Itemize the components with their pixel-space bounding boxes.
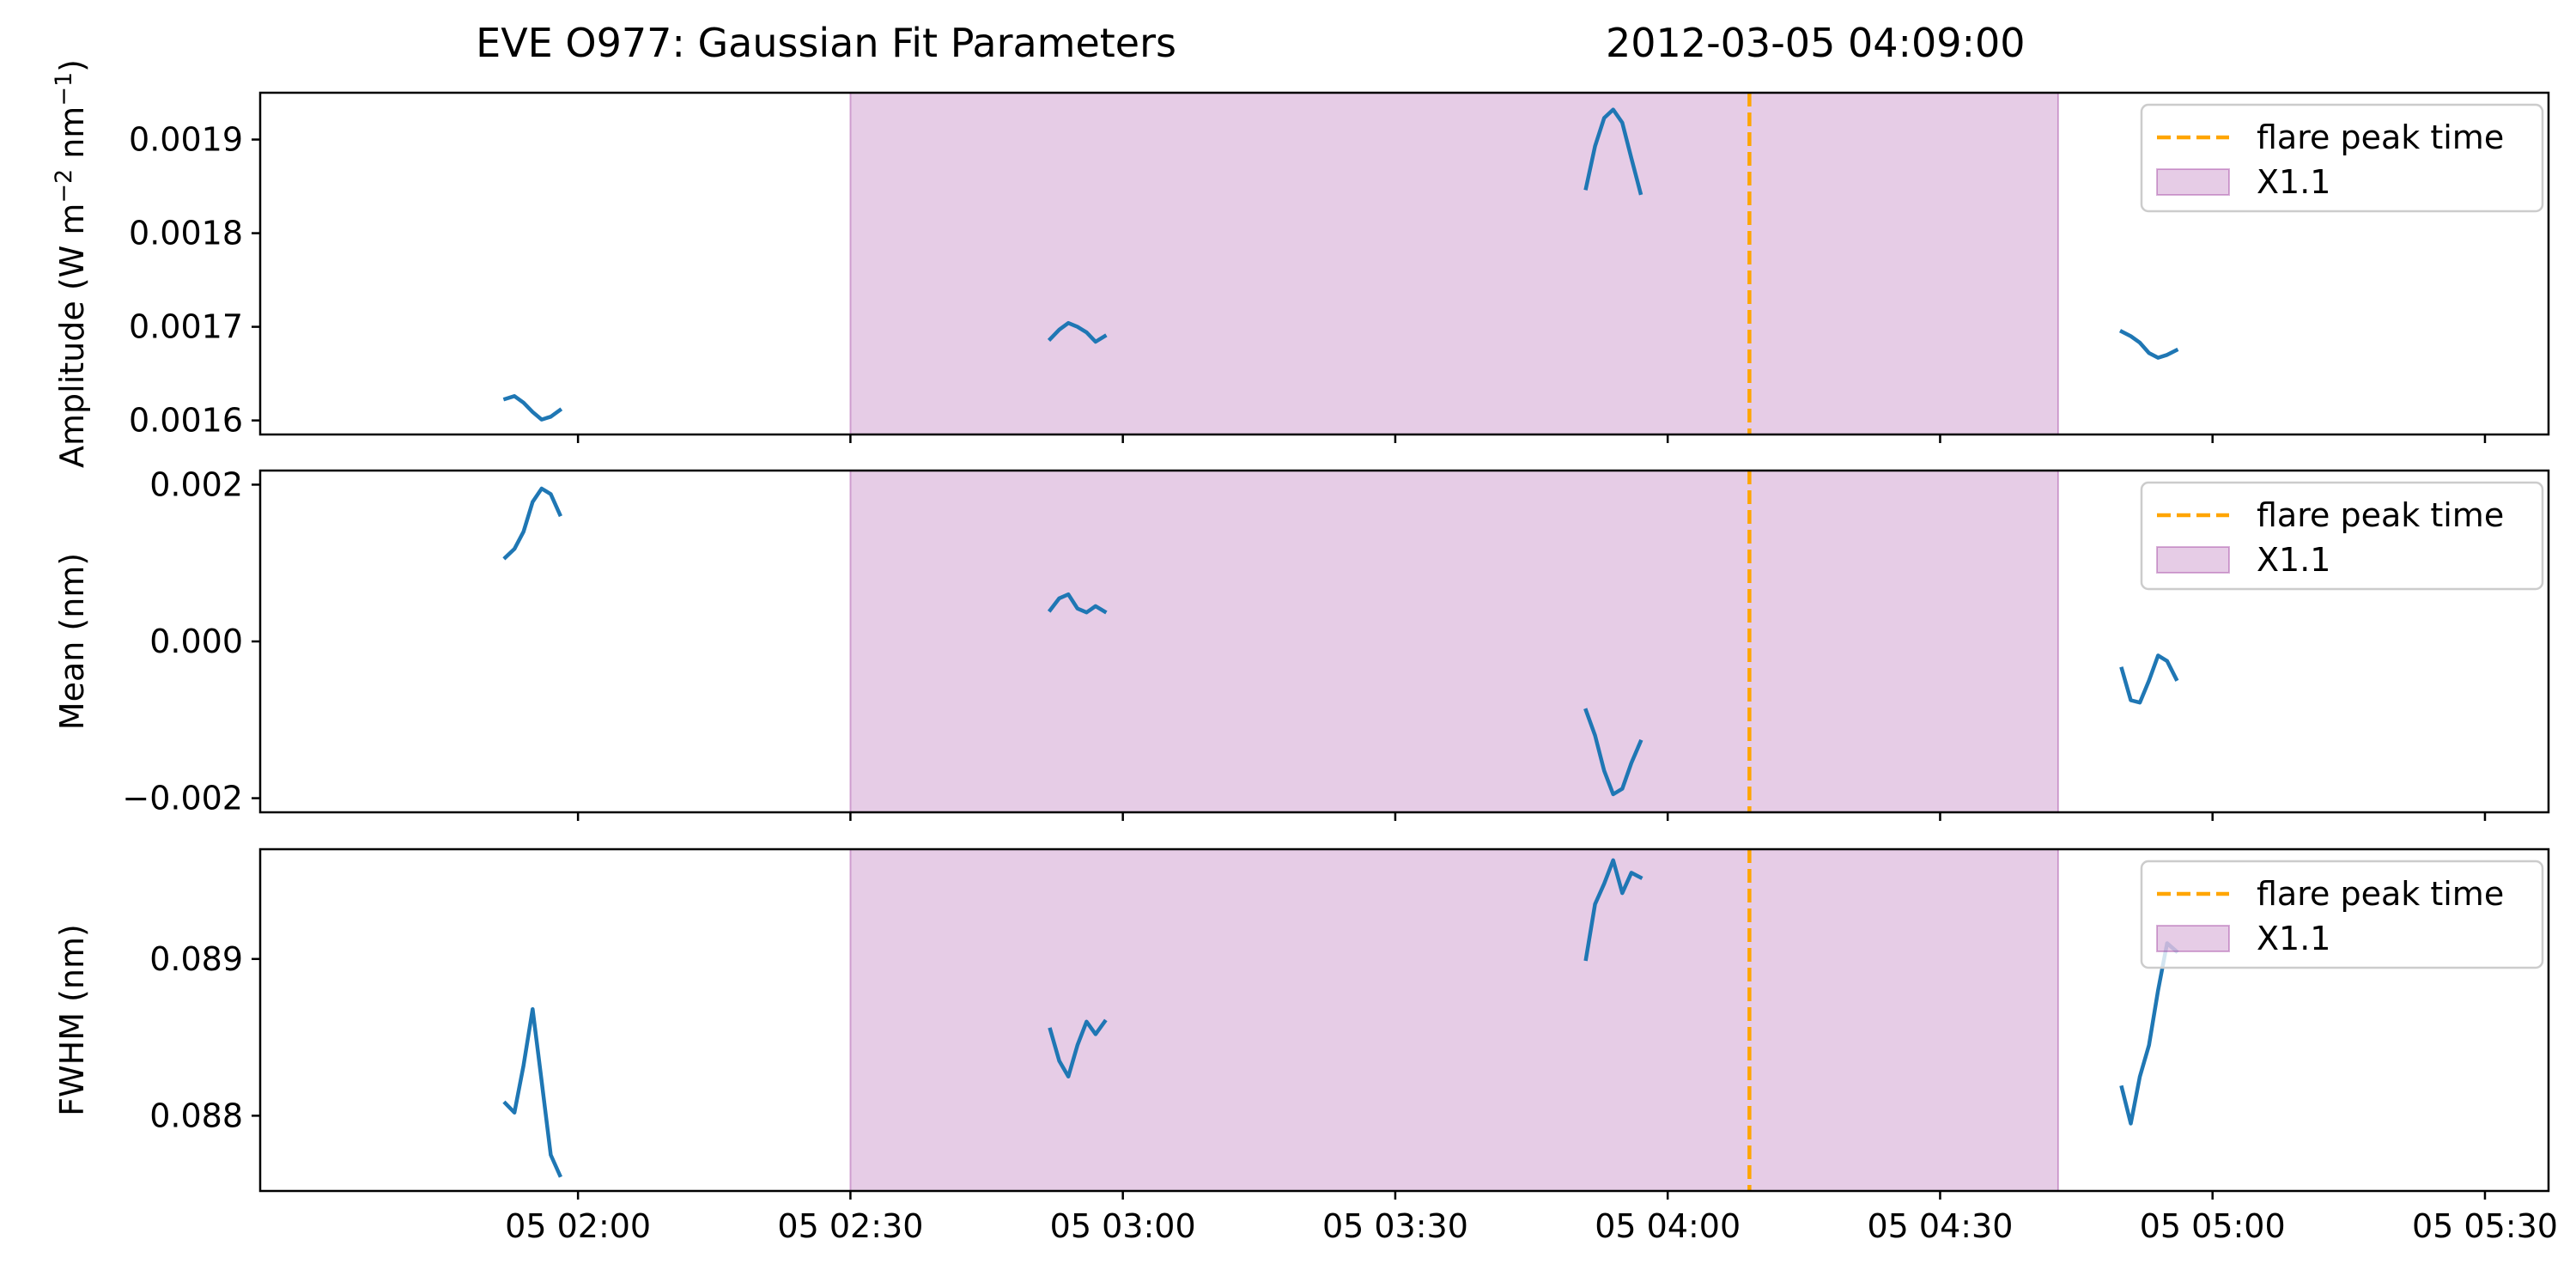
- legend: flare peak time X1.1: [2140, 103, 2544, 213]
- flare-band: [850, 471, 2058, 812]
- series-line: [1048, 1018, 1108, 1078]
- x-tick-label: 05 05:30: [2412, 1207, 2558, 1245]
- chart-timestamp: 2012-03-05 04:09:00: [1606, 20, 2026, 66]
- legend-label-x1-1: X1.1: [2257, 920, 2330, 957]
- series-line: [1047, 320, 1108, 344]
- chart-panel-1: 0.0016 0.0017 0.0018 0.0019 Amplitude (W m−2…: [51, 59, 2550, 468]
- legend-box: [2140, 860, 2544, 969]
- y-axis-label: Amplitude (W m−2 nm−1): [51, 59, 91, 468]
- x-tick-label: 05 05:00: [2140, 1207, 2286, 1245]
- chart-panel-2: −0.002 0.000 0.002 Mean (nm) flare peak time…: [53, 465, 2550, 821]
- series-line: [502, 1006, 562, 1178]
- y-axis-label-part: Amplitude (W m: [53, 204, 91, 468]
- legend-label-flare-peak-time: flare peak time: [2257, 496, 2504, 534]
- x-tick-label: 05 03:00: [1050, 1207, 1196, 1245]
- legend-flare-band-swatch: [2156, 168, 2230, 196]
- y-axis-label-part: Mean (nm): [53, 553, 91, 730]
- y-tick-label: 0.000: [149, 623, 243, 660]
- legend-flare-band-swatch: [2156, 925, 2230, 952]
- series-line: [1583, 708, 1643, 797]
- legend-flare-band-swatch: [2156, 546, 2230, 574]
- legend-box: [2140, 481, 2544, 591]
- x-tick-label: 05 02:00: [505, 1207, 651, 1245]
- legend-label-x1-1: X1.1: [2257, 541, 2330, 579]
- flare-band: [850, 93, 2058, 434]
- y-axis-label-part: −2: [51, 169, 77, 204]
- series-line: [1583, 107, 1643, 196]
- x-tick-label: 05 04:30: [1867, 1207, 2013, 1245]
- x-tick-label: 05 03:30: [1322, 1207, 1468, 1245]
- flare-band: [850, 849, 2058, 1191]
- y-axis-label: Mean (nm): [53, 553, 91, 730]
- y-axis-label-part: ): [53, 59, 91, 72]
- x-tick-label: 05 04:00: [1595, 1207, 1741, 1245]
- y-tick-label: 0.002: [149, 465, 243, 503]
- y-tick-label: 0.088: [149, 1097, 243, 1134]
- series-line: [502, 394, 563, 422]
- series-line: [502, 486, 562, 561]
- y-tick-label: −0.002: [122, 780, 243, 817]
- series-line: [2118, 329, 2179, 360]
- x-tick-label: 05 02:30: [777, 1207, 923, 1245]
- chart-title: EVE O977: Gaussian Fit Parameters: [476, 20, 1176, 66]
- legend: flare peak time X1.1: [2140, 481, 2544, 591]
- y-axis-label-part: nm: [53, 106, 91, 169]
- series-line: [2119, 653, 2179, 705]
- series-line: [2119, 941, 2179, 1126]
- y-tick-label: 0.089: [149, 940, 243, 978]
- legend-box: [2140, 103, 2544, 213]
- legend-label-flare-peak-time: flare peak time: [2257, 875, 2504, 913]
- y-axis-label-part: FWHM (nm): [53, 924, 91, 1116]
- y-tick-label: 0.0017: [129, 308, 243, 346]
- y-axis-label: FWHM (nm): [53, 924, 91, 1116]
- y-axis-label-part: −1: [51, 72, 77, 106]
- axes-frame: [258, 848, 2550, 1193]
- chart-panel-3: 0.088 0.089 05 02:00 05 02:30 05 03:00 05 03:…: [53, 848, 2558, 1245]
- legend-label-x1-1: X1.1: [2257, 163, 2330, 201]
- axes-frame: [258, 91, 2550, 436]
- y-tick-label: 0.0018: [129, 215, 243, 252]
- series-line: [1583, 858, 1643, 962]
- legend-label-flare-peak-time: flare peak time: [2257, 118, 2504, 156]
- legend: flare peak time X1.1: [2140, 860, 2544, 969]
- y-tick-label: 0.0016: [129, 402, 243, 440]
- series-line: [1047, 592, 1108, 615]
- y-tick-label: 0.0019: [129, 121, 243, 159]
